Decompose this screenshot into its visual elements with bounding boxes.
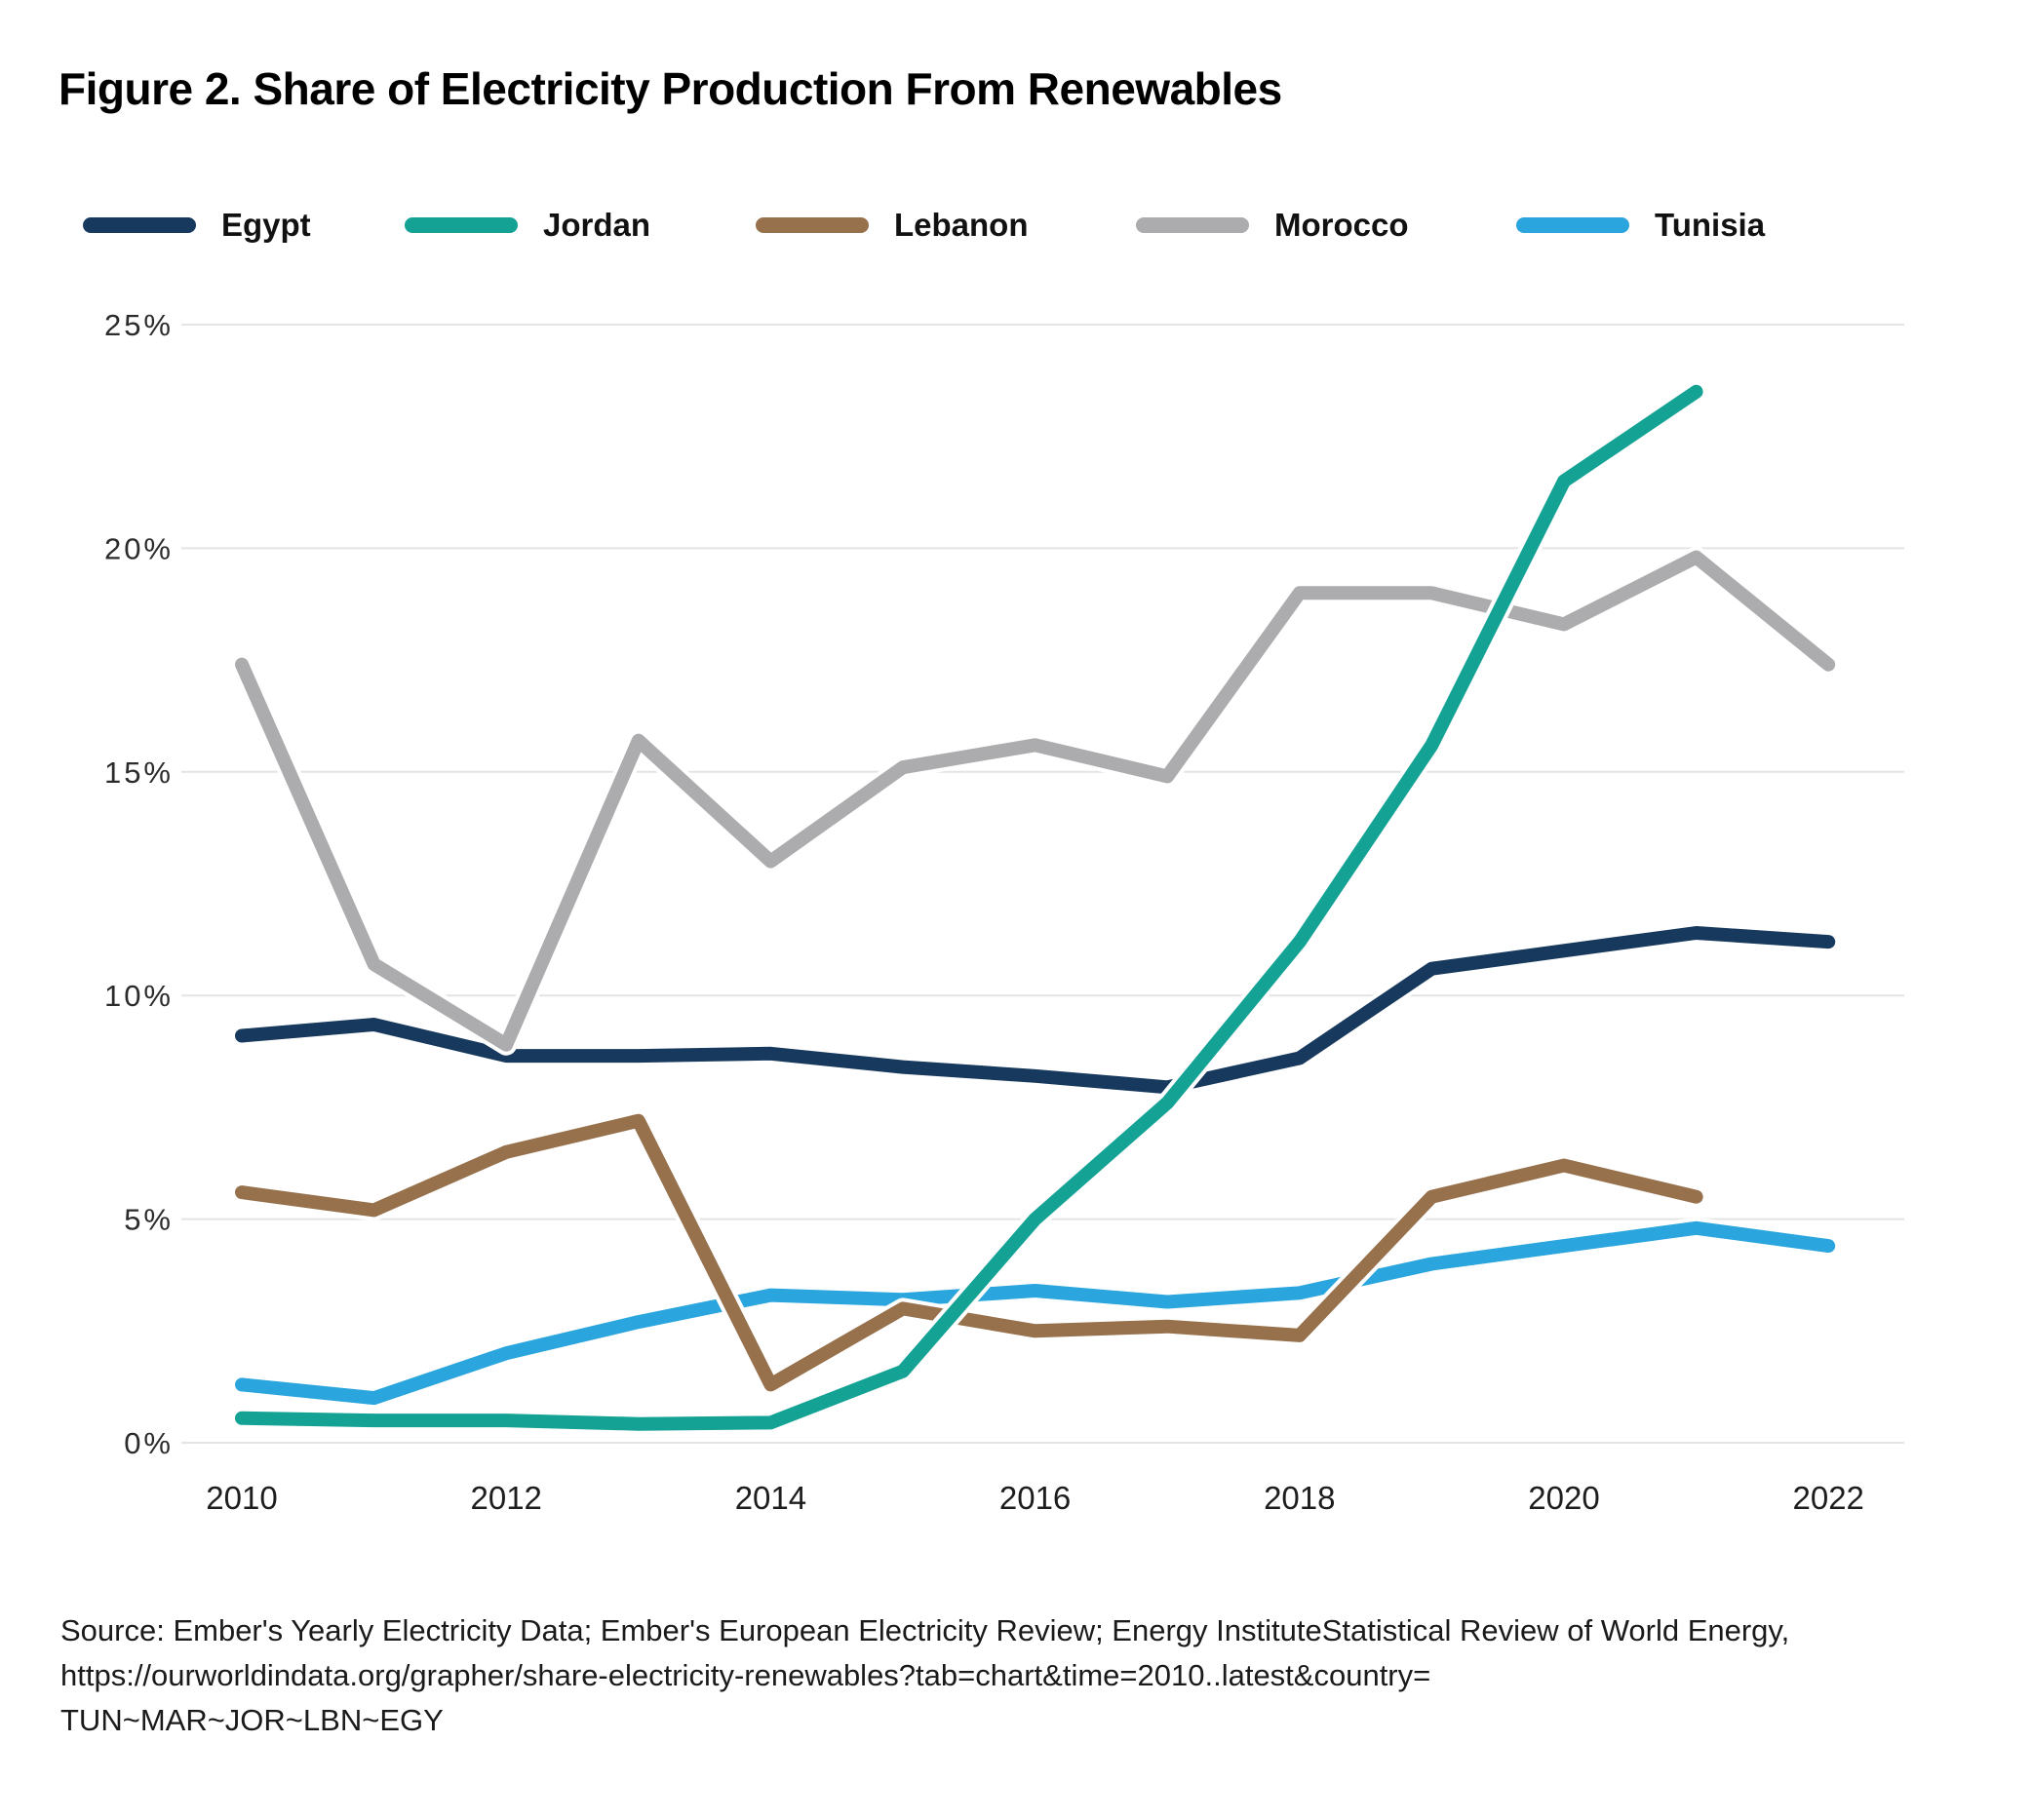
x-tick-label-2016: 2016	[999, 1480, 1071, 1516]
legend-label-jordan: Jordan	[543, 207, 651, 243]
series-line-jordan	[235, 384, 1703, 1431]
series-line-casing-jordan	[231, 380, 1707, 1435]
legend-label-tunisia: Tunisia	[1655, 207, 1766, 243]
source-note-line1: Source: Ember's Yearly Electricity Data;…	[60, 1613, 1790, 1647]
x-tick-label-2020: 2020	[1528, 1480, 1599, 1516]
legend-swatch-tunisia	[1516, 217, 1629, 233]
legend-label-lebanon: Lebanon	[894, 207, 1029, 243]
series-line-casing-morocco	[231, 546, 1840, 1056]
y-tick-label-5: 5%	[124, 1203, 174, 1237]
y-tick-label-15: 15%	[104, 755, 174, 790]
y-tick-label-0: 0%	[124, 1426, 174, 1460]
legend-swatch-egypt	[83, 217, 196, 233]
legend-item-jordan: Jordan	[405, 203, 650, 248]
series-line-casing-egypt	[231, 922, 1840, 1099]
x-tick-label-2018: 2018	[1264, 1480, 1335, 1516]
chart-title: Figure 2. Share of Electricity Productio…	[59, 63, 1282, 114]
source-note-line3: TUN~MAR~JOR~LBN~EGY	[60, 1703, 444, 1737]
legend-swatch-lebanon	[756, 217, 869, 233]
source-note: Source: Ember's Yearly Electricity Data;…	[60, 1608, 1789, 1743]
series-line-tunisia	[235, 1220, 1836, 1406]
y-tick-label-25: 25%	[104, 308, 174, 342]
source-note-line2: https://ourworldindata.org/grapher/share…	[60, 1658, 1431, 1692]
series-line-lebanon	[235, 1113, 1703, 1392]
legend-swatch-jordan	[405, 217, 518, 233]
y-tick-label-20: 20%	[104, 531, 174, 565]
series-line-casing-tunisia	[231, 1217, 1840, 1410]
legend-label-morocco: Morocco	[1274, 207, 1409, 243]
legend-item-egypt: Egypt	[83, 203, 311, 248]
legend-item-lebanon: Lebanon	[756, 203, 1029, 248]
series-line-morocco	[235, 550, 1836, 1052]
x-tick-label-2012: 2012	[470, 1480, 541, 1516]
y-tick-label-10: 10%	[104, 979, 174, 1013]
legend-item-tunisia: Tunisia	[1516, 203, 1765, 248]
series-line-egypt	[235, 926, 1836, 1095]
legend-swatch-morocco	[1136, 217, 1249, 233]
x-tick-label-2010: 2010	[206, 1480, 277, 1516]
legend-item-morocco: Morocco	[1136, 203, 1409, 248]
legend-label-egypt: Egypt	[221, 207, 311, 243]
x-tick-label-2022: 2022	[1792, 1480, 1863, 1516]
x-tick-label-2014: 2014	[735, 1480, 806, 1516]
